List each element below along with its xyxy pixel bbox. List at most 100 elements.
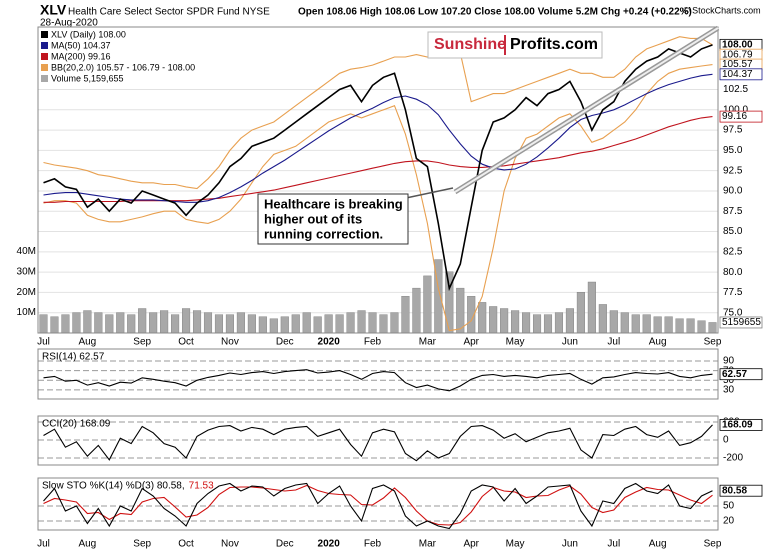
volume-bar	[357, 310, 366, 334]
value-label: 5159655	[722, 317, 761, 328]
y-tick-label: 30	[723, 385, 735, 396]
volume-bar	[368, 312, 377, 334]
logo-text: Profits.com	[510, 36, 598, 53]
volume-bar	[61, 314, 70, 334]
series-line	[43, 482, 713, 530]
volume-bar	[291, 314, 300, 334]
x-tick-label: Feb	[364, 337, 382, 348]
volume-bar	[522, 312, 531, 334]
fund-name: Health Care Select Sector SPDR Fund NYSE	[68, 7, 270, 18]
legend-label: RSI(14) 62.57	[42, 352, 105, 363]
y-tick-label: 95.0	[723, 145, 743, 156]
volume-bar	[171, 314, 180, 334]
legend-swatch	[41, 53, 48, 60]
volume-bar	[379, 314, 388, 334]
volume-bar	[412, 287, 421, 334]
x-tick-label: Apr	[463, 337, 479, 348]
y-tick-label: 90	[723, 356, 735, 367]
plots: 75.0 77.5 80.0 82.5 85.0 87.5 90.0 92.5 95.0 97.5…	[17, 26, 763, 550]
x-tick-label: Oct	[178, 337, 194, 348]
x-tick-label: Mar	[419, 337, 437, 348]
y-tick-label: 20	[723, 516, 735, 527]
x-tick-label: Apr	[463, 539, 479, 550]
logo-divider	[504, 35, 506, 55]
panel-frame	[37, 348, 719, 400]
x-tick-label: 2020	[318, 539, 341, 550]
annotation-arrow	[405, 187, 454, 199]
volume-bar	[127, 314, 136, 334]
credit: © StockCharts.com	[683, 5, 761, 15]
volume-bar	[258, 316, 267, 334]
volume-bar	[182, 308, 191, 334]
volume-bar	[423, 275, 432, 334]
value-box	[719, 110, 763, 123]
y2-tick-label: 40M	[17, 246, 36, 257]
y-tick-label: 87.5	[723, 206, 743, 217]
date: 28-Aug-2020	[40, 18, 98, 29]
volume-bar	[280, 316, 289, 334]
x-tick-label: Aug	[78, 539, 96, 550]
volume-bar	[642, 314, 651, 334]
series-line	[43, 424, 713, 462]
symbol: XLV	[40, 2, 67, 18]
volume-bar	[247, 314, 256, 334]
annotation-line: running correction.	[264, 226, 383, 241]
volume-bar	[324, 314, 333, 334]
x-tick-label: Sep	[133, 337, 151, 348]
panel-background	[38, 27, 718, 333]
value-label: 104.37	[722, 69, 753, 80]
volume-bar	[401, 296, 410, 334]
legend-label: MA(50) 104.37	[51, 40, 111, 50]
volume-bar	[302, 312, 311, 334]
x-tick-label: Aug	[649, 539, 667, 550]
x-tick-label: Nov	[221, 337, 239, 348]
x-tick-label: May	[506, 337, 525, 348]
panel-frame	[37, 26, 719, 334]
x-tick-label: Aug	[78, 337, 96, 348]
volume-bar	[620, 312, 629, 334]
volume-bar	[236, 312, 245, 334]
volume-bar	[565, 308, 574, 334]
x-tick-label: 2020	[318, 337, 341, 348]
volume-bar	[697, 320, 706, 334]
annotation-box	[257, 193, 409, 245]
x-tick-label: Aug	[649, 337, 667, 348]
annotation-line: Healthcare is breaking	[264, 196, 403, 211]
legend-label: Slow STO %K(14) %D(3) 80.58,	[42, 481, 185, 492]
legend-swatch	[41, 64, 48, 71]
value-label: 106.79	[722, 49, 753, 60]
series-line	[43, 116, 713, 203]
volume-bar	[708, 322, 717, 334]
x-tick-label: Jul	[37, 337, 50, 348]
y-tick-label: 50	[723, 375, 735, 386]
x-tick-label: May	[506, 539, 525, 550]
volume-bar	[543, 314, 553, 334]
value-label: 99.16	[722, 111, 747, 122]
y-tick-label: 50	[723, 501, 735, 512]
x-tick-label: Jul	[37, 539, 50, 550]
y2-tick-label: 10M	[17, 307, 36, 318]
panel-background	[38, 349, 718, 399]
volume-bar	[203, 312, 213, 334]
volume-bar	[214, 314, 224, 334]
volume-bar	[346, 312, 355, 334]
volume-bar	[609, 310, 618, 334]
y2-tick-label: 20M	[17, 287, 36, 298]
volume-bar	[664, 316, 673, 334]
legend-swatch	[41, 75, 48, 82]
volume-bar	[192, 310, 202, 334]
legend-swatch	[41, 42, 48, 49]
value-label: 108.00	[722, 39, 753, 50]
value-label: 62.57	[722, 369, 747, 380]
x-tick-label: Dec	[276, 539, 294, 550]
value-box	[719, 484, 763, 497]
legend-label: CCI(20) 168.09	[42, 419, 111, 430]
logo-box	[427, 31, 603, 59]
x-tick-label: Jun	[562, 539, 578, 550]
value-label: 105.57	[722, 59, 753, 70]
volume-bar	[269, 318, 278, 334]
x-tick-label: Nov	[221, 539, 239, 550]
y-tick-label: 100.0	[723, 104, 748, 115]
legend-label: XLV (Daily) 108.00	[51, 29, 126, 39]
volume-bar	[478, 302, 487, 334]
